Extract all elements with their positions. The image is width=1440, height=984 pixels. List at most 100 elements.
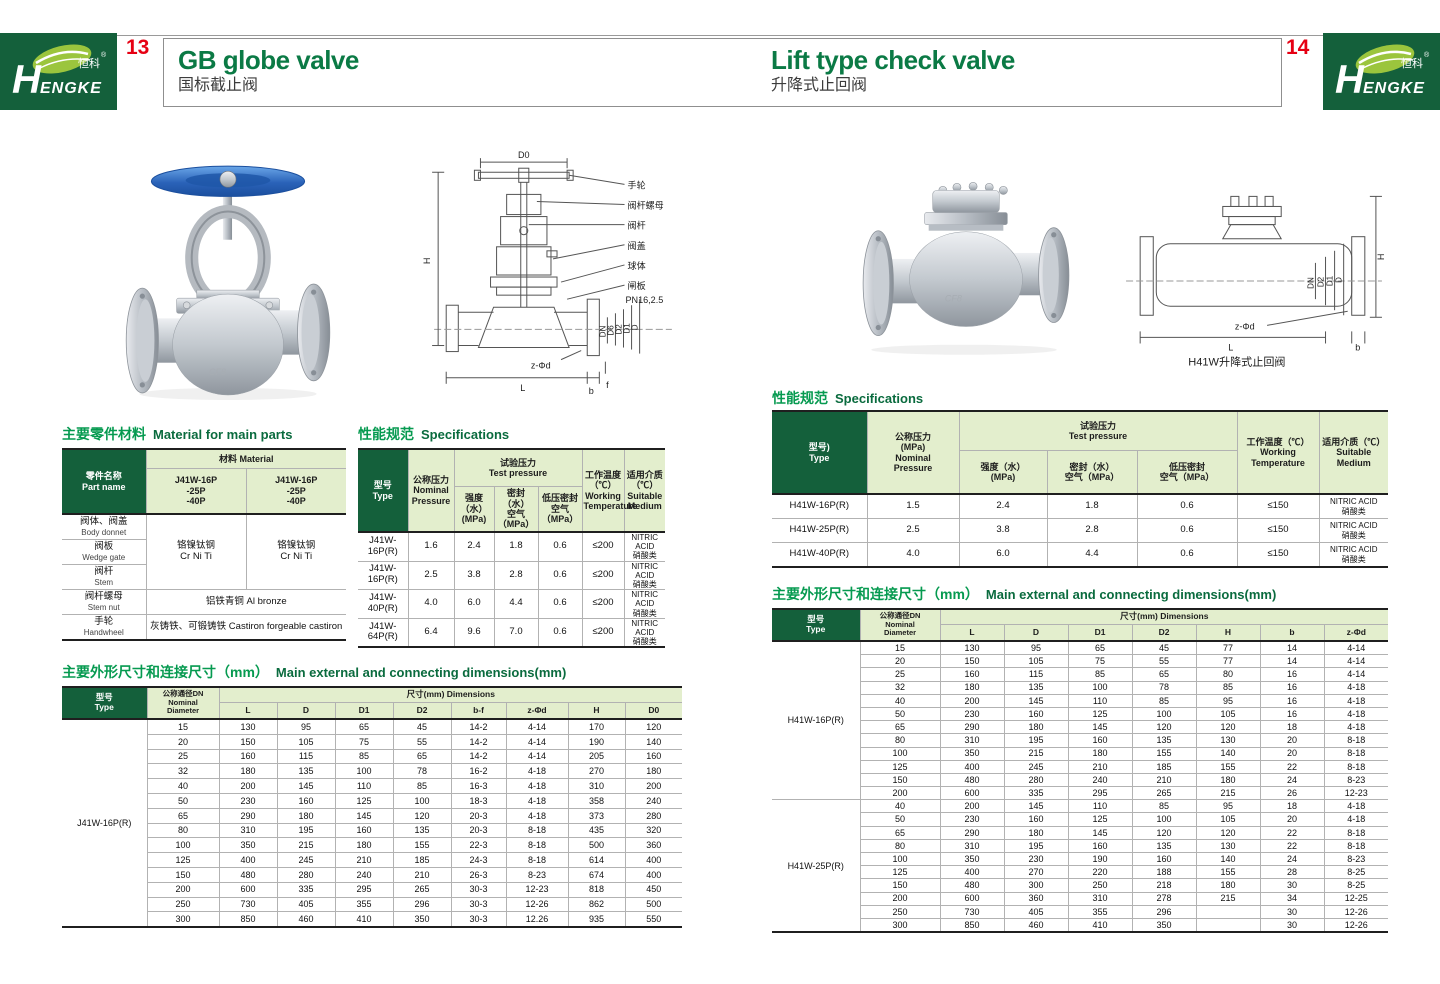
table-cell: 16-3 [450,778,507,794]
table-cell: 7.0 [493,617,539,648]
table-cell: 26 [1259,786,1325,801]
table-cell: 135 [276,763,336,780]
table-cell: 120 [1131,825,1197,840]
table-cell: 410 [1067,917,1133,933]
table-cell: 300 [860,917,941,933]
table-cell: 400 [218,852,278,868]
table-cell: 100 [860,851,941,867]
table-row: 65 290 180 145 120 20-3 4-18 373 280 [62,807,683,824]
table-cell: 8-18 [505,852,569,868]
table-cell: 218 [1131,878,1197,893]
table-cell: 2.8 [1046,518,1138,543]
right-page-subtitle: 升降式止回阀 [771,76,868,94]
table-cell: 160 [1131,851,1197,867]
table-cell: 180 [218,763,278,780]
table-cell: 290 [939,825,1005,840]
svg-text:H: H [12,58,42,102]
table-cell: 110 [1067,799,1133,814]
svg-text:z-Φd: z-Φd [1235,321,1255,331]
svg-text:手轮: 手轮 [628,179,646,190]
table-cell: 115 [1003,667,1069,682]
table-cell: 140 [1195,746,1261,761]
table-cell: 8-23 [1323,772,1389,788]
dim-col-header: L [940,624,1005,642]
table-cell: 20-3 [450,822,507,839]
table-row: 150 480 280 240 210 26-3 8-23 674 400 [62,866,683,883]
table-cell: 145 [1003,799,1069,814]
material-col-header: J41W-16P -25P -40P [146,468,247,515]
strength-header: 强度（水） (MPa) [454,486,495,533]
svg-text:H: H [422,258,432,265]
table-row: H41W-16P(R) 15 130 95 65 45 77 14 4-14 [772,640,1389,801]
table-cell: 14 [1259,640,1325,656]
table-cell: 4.0 [866,542,960,568]
globe-valve-drawing: D0 H L b f z-Φd 手轮 阀杆螺母 阀杆 阀盖 球体 闸板 PN16… [422,150,672,396]
table-row: 40 200 145 110 85 95 16 4-18 [772,693,1389,708]
svg-text:D1: D1 [1326,275,1335,286]
table-cell: 200 [624,778,683,794]
table-cell: 18 [1259,799,1325,814]
table-cell: 150 [218,733,278,750]
left-title-block: GB globe valve 国标截止阀 [178,45,359,97]
table-cell: 4-18 [1323,693,1389,708]
table-cell: 4-14 [505,733,569,750]
table-cell: 350 [392,911,452,928]
table-cell: 310 [939,733,1005,748]
table-cell: 100 [860,746,941,761]
table-cell: 145 [1067,825,1133,840]
table-row: H41W-16P(R) 1.5 2.4 1.8 0.6 ≤150 NITRIC ACID 硝… [772,493,1388,519]
svg-text:CF8: CF8 [945,293,962,303]
table-cell: 26-3 [450,866,507,883]
table-row: 20 150 105 75 55 14-2 4-14 190 140 [62,733,683,750]
table-cell: 120 [1195,720,1261,735]
table-cell: NITRIC ACID 硝酸类 [1318,542,1388,568]
table-row: 32 180 135 100 78 16-2 4-18 270 180 [62,763,683,780]
svg-text:ENGKE: ENGKE [1363,80,1425,97]
table-cell: 210 [1067,759,1133,774]
working-temp-header: 工作温度（℃） Working Temperature [1236,410,1320,495]
table-row: 200 600 335 295 265 30-3 12-23 818 450 [62,881,683,898]
table-cell: 85 [1131,799,1197,814]
table-cell: 100 [1067,680,1133,695]
table-cell: 410 [334,911,394,928]
table-cell: 6.0 [453,589,495,619]
table-row: 65 290 180 145 120 120 18 4-18 [772,720,1389,735]
nominal-pressure-header: 公称压力 Nominal Pressure [407,448,455,533]
dim-col-header: L [219,702,278,720]
table-cell: 25 [860,667,941,682]
table-cell: 4-18 [1323,799,1389,814]
svg-text:阀盖: 阀盖 [628,240,646,251]
table-cell: 55 [1131,654,1197,669]
dimensions-heading: 主要外形尺寸和连接尺寸（mm） Main external and connect… [772,586,1277,602]
table-cell: 0.6 [537,617,583,648]
table-cell: 355 [1067,904,1133,919]
table-row: H41W-25P(R) 2.5 3.8 2.8 0.6 ≤150 NITRIC ACID 硝… [772,518,1388,543]
table-cell: 160 [276,792,336,809]
table-cell: 300 [1003,878,1069,893]
table-cell: 190 [567,733,626,750]
table-cell: 200 [147,881,220,898]
svg-text:CF8: CF8 [209,367,226,377]
table-cell: 145 [1067,720,1133,735]
table-cell: 360 [624,837,683,854]
test-pressure-header: 试验压力 Test pressure [958,410,1238,451]
table-cell: 0.6 [1136,493,1238,519]
table-cell: 12-23 [1323,786,1389,801]
hengke-logo-icon: H ENGKE 恒科 ® [1335,44,1430,102]
table-cell: 373 [567,807,626,824]
table-cell: 200 [939,799,1005,814]
table-cell: 12-26 [1323,917,1389,933]
table-cell: 24 [1259,851,1325,867]
table-row: J41W-16P(R) 1.6 2.4 1.8 0.6 ≤200 NITRIC ACID 硝… [358,530,665,562]
table-cell: 16 [1259,667,1325,682]
table-cell: 160 [334,822,394,839]
table-cell: 160 [624,748,683,765]
table-cell: 435 [567,822,626,839]
table-cell: 100 [1131,812,1197,827]
table-cell: 18 [1259,720,1325,735]
svg-text:D6: D6 [606,325,615,336]
table-row: 50 230 160 125 100 105 16 4-18 [772,706,1389,722]
seal-header: 密封（水） 空气（MPa） [493,486,539,533]
table-cell: 240 [334,866,394,883]
low-pressure-header: 低压密封 空气（MPa） [537,486,582,533]
